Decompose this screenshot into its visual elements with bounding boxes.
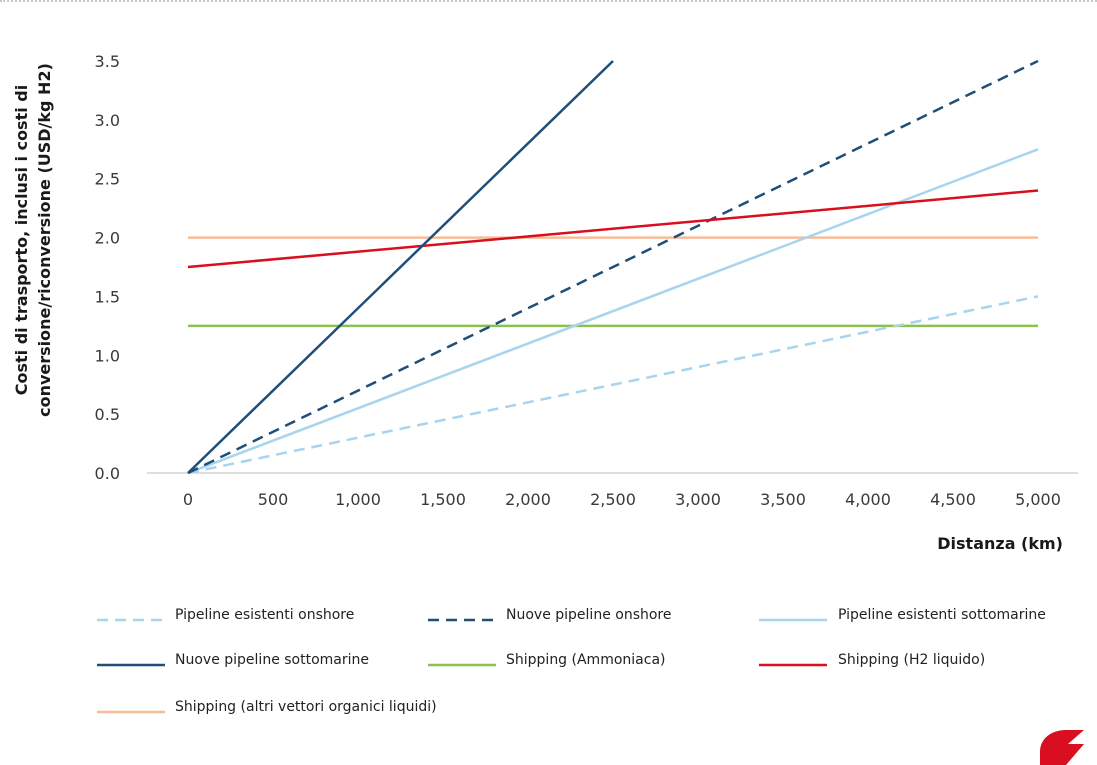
legend-item-4: Nuove pipeline sottomarine — [97, 652, 369, 668]
legend-item-5: Shipping (Ammoniaca) — [428, 652, 665, 668]
x-tick-label: 3,000 — [675, 490, 721, 509]
x-tick-label: 2,500 — [590, 490, 636, 509]
x-tick-label: 500 — [258, 490, 289, 509]
x-tick-label: 2,000 — [505, 490, 551, 509]
y-axis-ticks: 0.0 0.5 1.0 1.5 2.0 2.5 3.0 3.5 — [95, 52, 120, 483]
series-line-4 — [187, 60, 614, 474]
y-tick-label: 1.5 — [95, 287, 120, 306]
legend-item-6: Shipping (H2 liquido) — [759, 652, 985, 668]
series-line-1 — [187, 295, 1039, 475]
x-tick-label: 1,000 — [335, 490, 381, 509]
y-tick-label: 0.5 — [95, 405, 120, 424]
x-tick-label: 5,000 — [1015, 490, 1061, 509]
x-axis-title: Distanza (km) — [937, 534, 1063, 553]
x-tick-label: 0 — [183, 490, 193, 509]
legend-label: Pipeline esistenti onshore — [175, 607, 354, 623]
brand-logo — [1040, 730, 1084, 765]
series-line-2 — [187, 59, 1039, 475]
y-tick-label: 3.0 — [95, 111, 120, 130]
x-tick-label: 4,000 — [845, 490, 891, 509]
legend-label: Shipping (altri vettori organici liquidi… — [175, 699, 437, 715]
legend-label: Nuove pipeline onshore — [506, 607, 671, 623]
series-line-3 — [187, 148, 1039, 475]
x-tick-label: 4,500 — [930, 490, 976, 509]
legend-label: Shipping (Ammoniaca) — [506, 652, 665, 668]
x-tick-label: 1,500 — [420, 490, 466, 509]
top-dotted-border — [0, 0, 1097, 2]
y-tick-label: 2.0 — [95, 229, 120, 248]
x-tick-label: 3,500 — [760, 490, 806, 509]
plot-area — [147, 59, 1078, 475]
y-tick-label: 2.5 — [95, 170, 120, 189]
series-line-6 — [187, 189, 1039, 269]
legend-item-1: Pipeline esistenti onshore — [97, 607, 354, 623]
y-tick-label: 3.5 — [95, 52, 120, 71]
y-axis-title-line-1: Costi di trasporto, inclusi i costi di — [12, 85, 31, 395]
legend-label: Shipping (H2 liquido) — [838, 652, 985, 668]
x-axis-ticks: 0 500 1,000 1,500 2,000 2,500 3,000 3,500 4,000 4… — [183, 490, 1061, 509]
legend-item-7: Shipping (altri vettori organici liquidi… — [97, 699, 437, 715]
legend-item-2: Nuove pipeline onshore — [428, 607, 671, 623]
legend-label: Pipeline esistenti sottomarine — [838, 607, 1046, 623]
legend-item-3: Pipeline esistenti sottomarine — [759, 607, 1046, 623]
y-tick-label: 1.0 — [95, 346, 120, 365]
y-axis-title-line-2: conversione/riconversione (USD/kg H2) — [35, 63, 54, 417]
legend: Pipeline esistenti onshore Nuove pipeline… — [97, 607, 1046, 715]
y-tick-label: 0.0 — [95, 464, 120, 483]
legend-label: Nuove pipeline sottomarine — [175, 652, 369, 668]
series-layer — [187, 59, 1039, 475]
